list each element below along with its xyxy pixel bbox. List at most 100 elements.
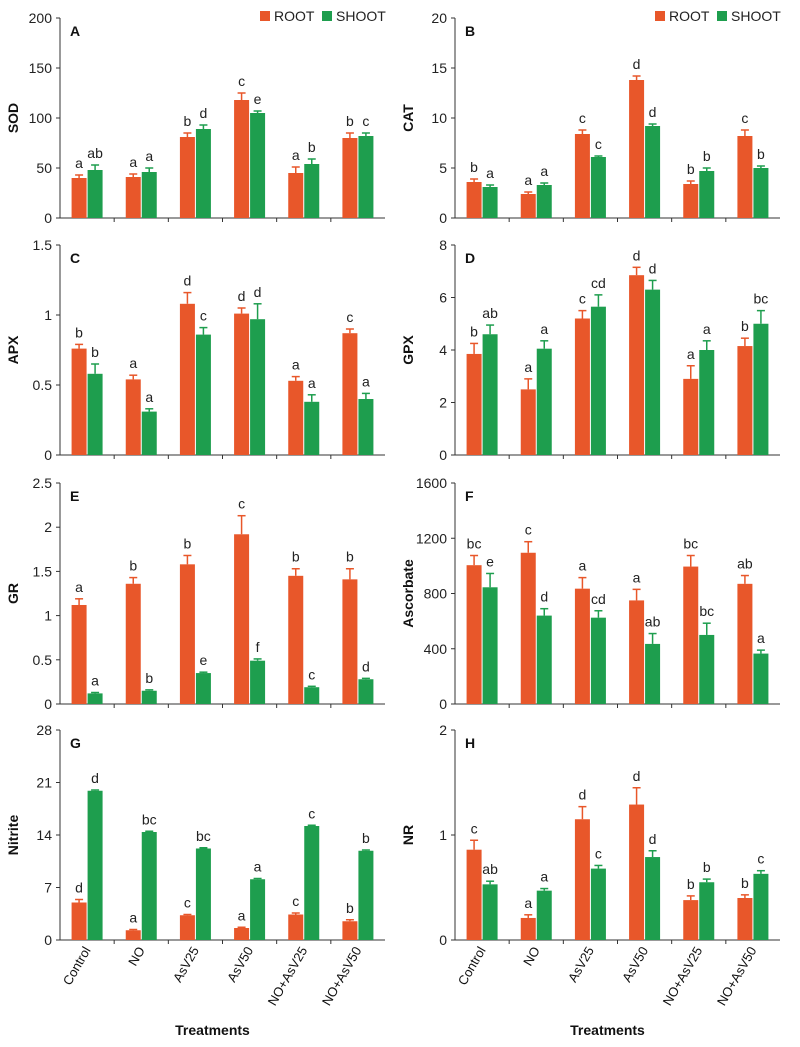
- bar-root: [466, 182, 482, 218]
- significance-letter: ab: [482, 305, 498, 321]
- y-tick-label: 0: [44, 210, 52, 226]
- significance-letter: b: [184, 535, 192, 551]
- significance-letter: ab: [645, 614, 661, 630]
- significance-letter: a: [579, 558, 587, 574]
- significance-letter: d: [238, 288, 246, 304]
- significance-letter: c: [471, 820, 478, 836]
- bar-root: [466, 849, 482, 940]
- bar-root: [574, 318, 590, 455]
- significance-letter: b: [703, 859, 711, 875]
- significance-letter: d: [633, 247, 641, 263]
- panel-label: A: [70, 23, 80, 39]
- bar-root: [71, 604, 87, 704]
- bar-root: [234, 534, 250, 704]
- significance-letter: e: [254, 91, 262, 107]
- bar-root: [179, 137, 195, 218]
- y-tick-label: 50: [36, 160, 52, 176]
- bar-shoot: [482, 187, 498, 218]
- bar-shoot: [645, 289, 661, 455]
- bar-shoot: [87, 790, 103, 940]
- significance-letter: b: [470, 323, 478, 339]
- significance-letter: c: [595, 136, 602, 152]
- bar-shoot: [699, 350, 715, 455]
- bar-root: [288, 173, 304, 218]
- legend-swatch-root: [655, 11, 665, 21]
- bar-shoot: [753, 323, 769, 455]
- significance-letter: a: [687, 346, 695, 362]
- significance-letter: b: [703, 148, 711, 164]
- significance-letter: d: [91, 770, 99, 786]
- y-tick-label: 1.5: [33, 563, 53, 579]
- y-tick-label: 14: [36, 827, 52, 843]
- bar-shoot: [304, 826, 320, 940]
- bar-root: [520, 389, 536, 455]
- bar-root: [234, 313, 250, 455]
- significance-letter: c: [362, 113, 369, 129]
- significance-letter: b: [292, 549, 300, 565]
- significance-letter: a: [524, 172, 532, 188]
- y-tick-label: 400: [424, 641, 448, 657]
- y-tick-label: 0: [439, 696, 447, 712]
- y-tick-label: 1: [439, 827, 447, 843]
- significance-letter: a: [91, 673, 99, 689]
- significance-letter: d: [184, 273, 192, 289]
- bar-root: [629, 600, 645, 704]
- y-tick-label: 2.5: [33, 475, 53, 491]
- significance-letter: a: [524, 359, 532, 375]
- significance-letter: a: [254, 859, 262, 875]
- legend-swatch-root: [260, 11, 270, 21]
- significance-letter: a: [129, 910, 137, 926]
- bar-root: [737, 346, 753, 455]
- bar-shoot: [250, 879, 266, 940]
- legend-swatch-shoot: [322, 11, 332, 21]
- y-tick-label: 1600: [416, 475, 447, 491]
- bar-shoot: [536, 185, 552, 218]
- bar-shoot: [141, 411, 157, 455]
- y-tick-label: 800: [424, 586, 448, 602]
- y-tick-label: 8: [439, 237, 447, 253]
- bar-shoot: [482, 884, 498, 940]
- y-tick-label: 1: [44, 608, 52, 624]
- bar-root: [574, 134, 590, 218]
- bar-shoot: [358, 136, 374, 218]
- bar-root: [125, 930, 141, 940]
- significance-letter: ab: [482, 861, 498, 877]
- significance-letter: bc: [467, 536, 482, 552]
- category-label: NO+AsV50: [714, 944, 760, 1008]
- significance-letter: b: [757, 146, 765, 162]
- bar-shoot: [645, 643, 661, 704]
- category-label: Control: [455, 944, 489, 988]
- significance-letter: d: [633, 768, 641, 784]
- y-tick-label: 0: [44, 932, 52, 948]
- bar-shoot: [358, 399, 374, 455]
- category-label: AsV25: [565, 944, 597, 985]
- significance-letter: b: [687, 161, 695, 177]
- category-label: AsV25: [170, 944, 202, 985]
- significance-letter: c: [595, 845, 602, 861]
- bar-shoot: [645, 857, 661, 940]
- bar-root: [234, 928, 250, 940]
- significance-letter: bc: [683, 536, 698, 552]
- significance-letter: c: [525, 522, 532, 538]
- y-tick-label: 2: [439, 395, 447, 411]
- bar-root: [683, 900, 699, 940]
- bar-shoot: [699, 882, 715, 940]
- bar-shoot: [590, 617, 606, 704]
- y-axis-title: GPX: [400, 335, 416, 365]
- y-tick-label: 200: [29, 10, 53, 26]
- bar-root: [520, 917, 536, 940]
- significance-letter: c: [292, 893, 299, 909]
- bar-root: [574, 819, 590, 940]
- y-tick-label: 7: [44, 880, 52, 896]
- bar-root: [683, 184, 699, 218]
- significance-letter: bc: [699, 603, 714, 619]
- significance-letter: f: [256, 639, 260, 655]
- bar-root: [71, 178, 87, 218]
- significance-letter: a: [75, 579, 83, 595]
- y-tick-label: 4: [439, 342, 447, 358]
- significance-letter: a: [703, 321, 711, 337]
- bar-root: [342, 138, 358, 218]
- bar-root: [125, 583, 141, 704]
- y-tick-label: 21: [36, 775, 52, 791]
